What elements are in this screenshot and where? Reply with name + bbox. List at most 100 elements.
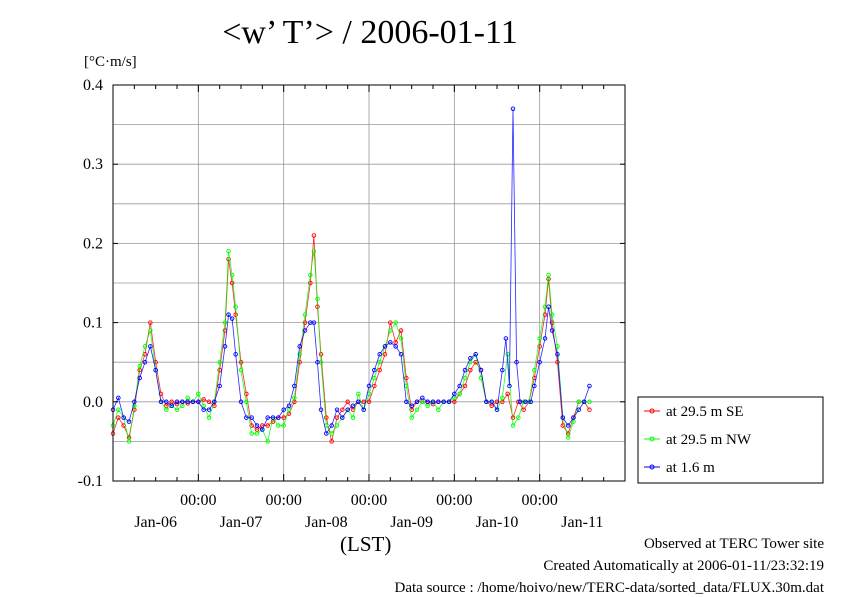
date-label: Jan-11 — [561, 514, 603, 531]
date-label: Jan-09 — [390, 514, 433, 531]
legend-label: at 29.5 m NW — [666, 432, 752, 448]
data-point — [393, 320, 398, 325]
data-point — [180, 399, 185, 405]
data-point — [581, 399, 587, 405]
data-point — [372, 383, 377, 389]
data-point — [329, 439, 334, 444]
data-point — [350, 415, 356, 420]
data-point — [457, 391, 462, 397]
credit-created: Created Automatically at 2006-01-11/23:3… — [543, 558, 824, 574]
data-point — [217, 359, 222, 365]
data-point — [549, 312, 555, 317]
data-point — [503, 336, 509, 341]
data-point — [436, 407, 441, 412]
data-point — [398, 352, 404, 357]
data-point — [517, 399, 523, 405]
data-point — [116, 407, 121, 412]
series-line-1 — [112, 251, 590, 443]
x-tick-label: 00:00 — [180, 492, 216, 509]
data-point — [494, 407, 500, 412]
data-point — [414, 407, 420, 412]
data-point — [137, 363, 142, 369]
data-point — [350, 403, 356, 409]
data-point — [126, 419, 132, 424]
data-point — [388, 320, 393, 325]
data-point — [532, 367, 537, 373]
data-point — [311, 320, 317, 325]
axes: -0.1 0.0 0.1 0.2 0.3 0.4 00:00 00:00 00:00 00:00 0… — [78, 77, 625, 531]
data-point — [201, 407, 206, 412]
data-point — [174, 399, 180, 405]
data-point — [238, 359, 244, 365]
grid-lines — [113, 85, 625, 481]
data-point — [446, 399, 452, 405]
y-tick-label: 0.2 — [83, 235, 103, 252]
data-point — [311, 249, 317, 254]
data-point — [587, 399, 592, 405]
data-point — [185, 399, 190, 405]
data-point — [329, 431, 334, 436]
data-point — [576, 407, 582, 412]
data-point — [532, 383, 537, 389]
data-point — [334, 415, 340, 420]
data-point — [292, 395, 297, 401]
data-point — [382, 352, 388, 357]
credit-data-source: Data source : /home/hoivo/new/TERC-data/… — [394, 580, 825, 596]
x-axis-label: (LST) — [340, 532, 392, 556]
y-tick-label: 0.3 — [83, 156, 103, 173]
data-point — [169, 403, 174, 409]
y-tick-label: -0.1 — [78, 473, 103, 490]
data-point — [340, 415, 345, 420]
data-point — [500, 395, 505, 401]
data-point — [201, 397, 206, 402]
data-point — [542, 336, 548, 341]
data-point — [276, 415, 281, 420]
data-point — [238, 399, 244, 405]
data-point — [329, 423, 334, 428]
data-point — [244, 391, 249, 397]
data-point — [217, 383, 222, 389]
data-point — [560, 415, 566, 420]
data-point — [148, 328, 153, 333]
y-axis-unit-label: [°C·m/s] — [84, 54, 137, 70]
data-point — [382, 344, 388, 349]
data-point — [587, 407, 592, 412]
data-point — [226, 249, 231, 254]
credit-site: Observed at TERC Tower site — [643, 536, 824, 552]
data-point — [238, 367, 244, 373]
date-label: Jan-10 — [476, 514, 519, 531]
data-point — [542, 312, 548, 317]
data-point — [372, 367, 377, 373]
data-point — [233, 352, 238, 357]
data-point — [372, 375, 377, 381]
data-point — [404, 375, 409, 381]
data-point — [409, 403, 414, 409]
data-point — [510, 423, 516, 428]
data-point — [523, 399, 528, 405]
data-point — [302, 312, 308, 317]
data-point — [281, 423, 286, 428]
data-point — [281, 415, 286, 420]
data-point — [121, 415, 126, 420]
data-point — [116, 395, 121, 401]
data-point — [286, 403, 292, 409]
data-point — [265, 415, 270, 420]
data-point — [366, 383, 372, 389]
data-point — [174, 407, 180, 412]
data-point — [549, 320, 555, 325]
data-point — [254, 431, 260, 436]
data-point — [297, 352, 302, 357]
x-tick-label: 00:00 — [521, 492, 557, 509]
legend-swatch-marker — [649, 408, 655, 414]
data-point — [398, 328, 404, 333]
data-point — [555, 359, 560, 365]
data-point — [356, 391, 361, 397]
data-point — [229, 316, 235, 321]
data-point — [388, 328, 393, 333]
data-point — [142, 359, 148, 365]
data-point — [549, 328, 555, 333]
data-point — [174, 401, 180, 407]
legend-label: at 29.5 m SE — [666, 404, 744, 420]
data-point — [148, 320, 153, 325]
